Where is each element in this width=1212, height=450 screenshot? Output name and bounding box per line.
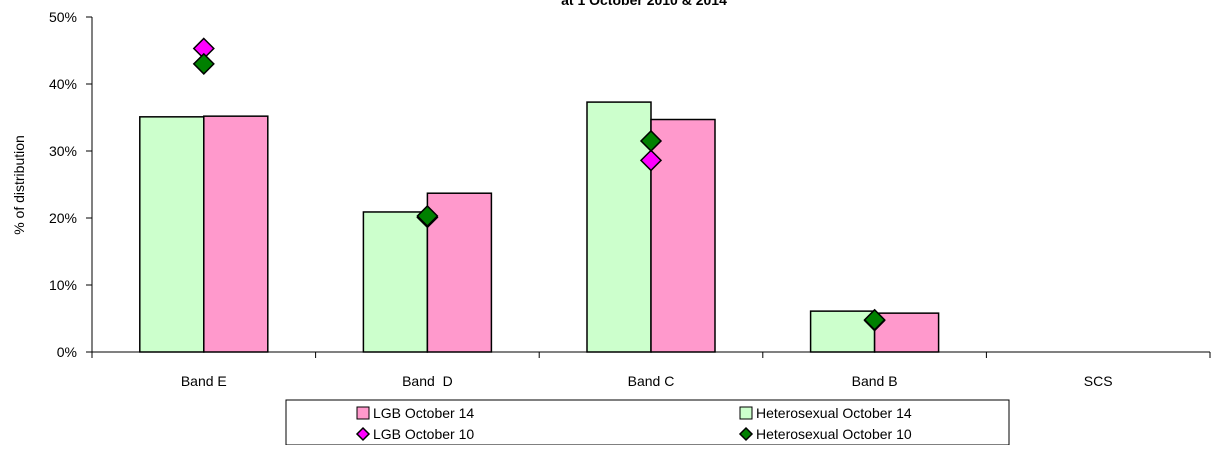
legend-swatch-diamond xyxy=(738,426,754,442)
x-tick-label: Band D xyxy=(402,373,453,389)
x-tick-label: Band B xyxy=(852,373,898,389)
bar-lgb-oct14 xyxy=(650,118,716,353)
y-tick-label: 50% xyxy=(49,9,77,25)
chart-title: at 1 October 2010 & 2014 xyxy=(561,0,727,8)
x-tick-label: Band C xyxy=(628,373,675,389)
x-tick-label: SCS xyxy=(1084,373,1113,389)
x-axis-ticks: Band E Band D Band C Band B SCS xyxy=(91,352,1211,389)
y-tick-label: 20% xyxy=(49,210,77,226)
y-tick-label: 0% xyxy=(57,344,77,360)
bar-heterosexual-oct14 xyxy=(139,116,205,353)
y-tick-label: 10% xyxy=(49,277,77,293)
legend: LGB October 14 Heterosexual October 14 LGB… xyxy=(285,399,1010,446)
legend-label: Heterosexual October 10 xyxy=(756,426,912,442)
x-tick-label: Band E xyxy=(181,373,227,389)
legend-swatch-square xyxy=(739,406,753,420)
y-axis-ticks: 0% 10% 20% 30% 40% 50% xyxy=(49,9,92,360)
marker-lgb-oct10 xyxy=(639,149,663,172)
legend-label: LGB October 14 xyxy=(373,405,474,421)
bar-heterosexual-oct14 xyxy=(809,310,876,353)
marker-heterosexual-oct10 xyxy=(416,204,439,228)
legend-label: Heterosexual October 14 xyxy=(756,405,912,421)
axes xyxy=(91,17,1210,353)
markers-group xyxy=(192,37,886,332)
bars-group xyxy=(139,101,940,353)
legend-box xyxy=(285,399,1010,446)
bar-heterosexual-oct14 xyxy=(362,211,429,353)
marker-heterosexual-oct10 xyxy=(192,52,215,75)
marker-heterosexual-oct10 xyxy=(639,129,663,153)
bar-lgb-oct14 xyxy=(203,115,269,353)
y-tick-label: 40% xyxy=(49,76,77,92)
legend-swatch-square xyxy=(356,406,370,420)
legend-swatch-diamond xyxy=(355,426,371,442)
legend-label: LGB October 10 xyxy=(373,426,474,442)
y-tick-label: 30% xyxy=(49,143,77,159)
y-axis-label: % of distribution xyxy=(11,135,27,235)
marker-heterosexual-oct10 xyxy=(863,308,886,331)
